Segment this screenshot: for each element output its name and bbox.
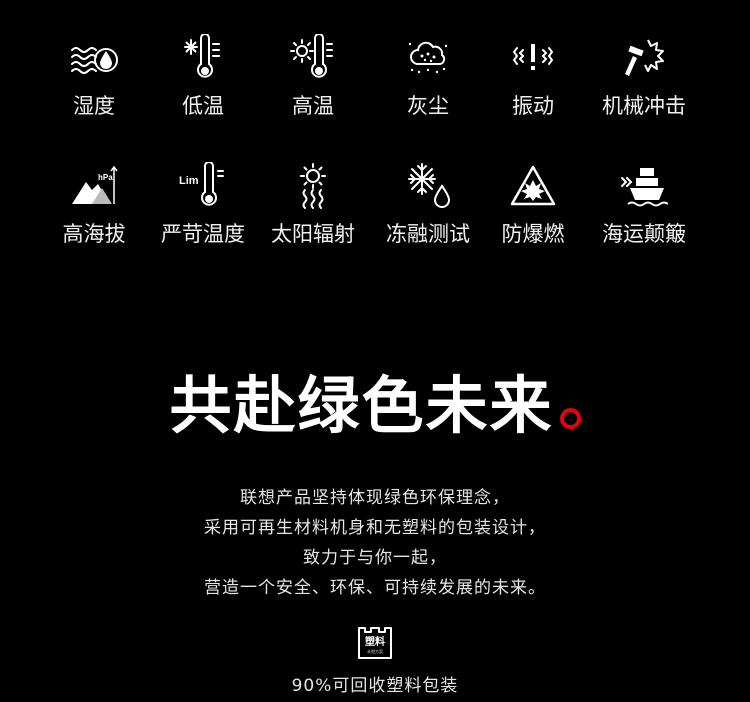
condition-label: 太阳辐射: [271, 222, 355, 246]
condition-label: 灰尘: [407, 94, 449, 118]
high-altitude-icon: hPa: [72, 165, 118, 204]
condition-label: 振动: [512, 94, 554, 118]
humidity-icon: [71, 47, 118, 74]
description-line: 营造一个安全、环保、可持续发展的未来。: [204, 578, 546, 598]
condition-label: 高温: [292, 94, 334, 118]
condition-label: 湿度: [73, 94, 115, 118]
mechanical-shock-icon: [625, 39, 664, 76]
solar-radiation-icon: [300, 163, 326, 209]
description-line: 联想产品坚持体现绿色环保理念，: [240, 488, 510, 508]
condition-high-altitude: hPa 高海拔: [34, 162, 154, 246]
condition-label: 海运颠簸: [602, 222, 686, 246]
description-line: 采用可再生材料机身和无塑料的包装设计，: [204, 518, 546, 538]
headline-text: 共赴绿色未来: [169, 369, 554, 442]
dust-icon: [408, 41, 448, 74]
packaging-icon-subtext: 未塑方案: [367, 648, 383, 654]
condition-label: 防爆燃: [501, 222, 565, 246]
condition-vibration: 振动: [473, 34, 593, 118]
condition-explosion-proof: 防爆燃: [473, 162, 593, 246]
packaging-icon-text: 塑料: [365, 635, 385, 648]
low-temperature-icon: [184, 34, 220, 78]
condition-freeze-thaw: 冻融测试: [368, 162, 488, 246]
condition-sea-transport: 海运颠簸: [584, 162, 704, 246]
condition-label: 严苛温度: [161, 222, 245, 246]
vibration-icon: [512, 44, 554, 70]
condition-dust: 灰尘: [368, 34, 488, 118]
condition-solar-radiation: 太阳辐射: [253, 162, 373, 246]
description-line: 致力于与你一起，: [303, 548, 447, 568]
extreme-temperature-icon: Lim: [179, 162, 224, 206]
description: 联想产品坚持体现绿色环保理念， 采用可再生材料机身和无塑料的包装设计， 致力于与…: [0, 483, 750, 603]
condition-label: 低温: [182, 94, 224, 118]
condition-label: 机械冲击: [602, 94, 686, 118]
red-circle-icon: [559, 408, 581, 429]
plastic-free-packaging-icon: 塑料 未塑方案: [358, 627, 392, 659]
condition-high-temperature: 高温: [253, 34, 373, 118]
condition-extreme-temperature: Lim 严苛温度: [143, 162, 263, 246]
packaging-label: 90%可回收塑料包装: [291, 676, 459, 696]
hpa-text: hPa: [98, 173, 113, 182]
lim-text: Lim: [179, 175, 199, 187]
condition-label: 高海拔: [62, 222, 126, 246]
condition-mechanical-shock: 机械冲击: [584, 34, 704, 118]
explosion-proof-icon: [510, 165, 556, 206]
condition-label: 冻融测试: [386, 222, 470, 246]
headline: 共赴绿色未来: [0, 366, 750, 446]
sea-transport-icon: [621, 168, 668, 207]
condition-humidity: 湿度: [34, 34, 154, 118]
high-temperature-icon: [290, 34, 333, 78]
freeze-thaw-icon: [408, 163, 451, 208]
condition-low-temperature: 低温: [143, 34, 263, 118]
